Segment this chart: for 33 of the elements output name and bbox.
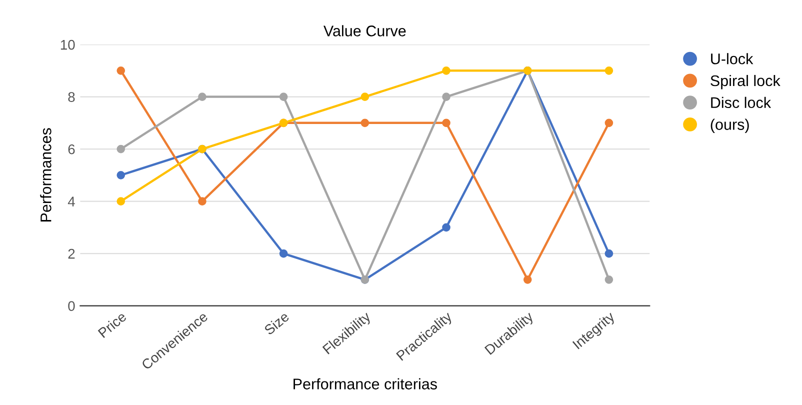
point <box>279 92 288 101</box>
legend-label: Spiral lock <box>710 74 780 90</box>
point <box>604 249 614 258</box>
y-tick-label: 8 <box>68 92 75 102</box>
y-tick-label: 0 <box>68 301 75 311</box>
y-tick-label: 2 <box>68 248 75 259</box>
y-tick-label: 6 <box>68 144 75 154</box>
x-axis-title: Performance criterias <box>294 378 437 390</box>
y-tick-label: 10 <box>60 40 75 50</box>
y-axis-title: Performances <box>40 128 52 222</box>
point <box>116 66 126 75</box>
point <box>604 66 614 75</box>
legend-label: (ours) <box>710 118 749 133</box>
point <box>442 66 450 75</box>
point <box>360 118 370 128</box>
point <box>604 275 614 284</box>
point <box>360 92 370 101</box>
point <box>198 92 206 101</box>
point <box>442 223 450 232</box>
x-tick-label: Size <box>263 311 290 336</box>
point <box>604 118 614 128</box>
point <box>442 92 450 101</box>
legend-label: U-lock <box>711 53 754 64</box>
point <box>116 170 126 180</box>
chart-title: Value Curve <box>324 25 406 36</box>
point <box>116 197 126 206</box>
point <box>523 275 532 284</box>
point <box>442 118 450 128</box>
legend-label: Disc lock <box>711 96 772 108</box>
y-tick-label: 4 <box>68 196 75 206</box>
point <box>198 197 206 206</box>
point <box>116 144 126 154</box>
point <box>279 249 288 258</box>
